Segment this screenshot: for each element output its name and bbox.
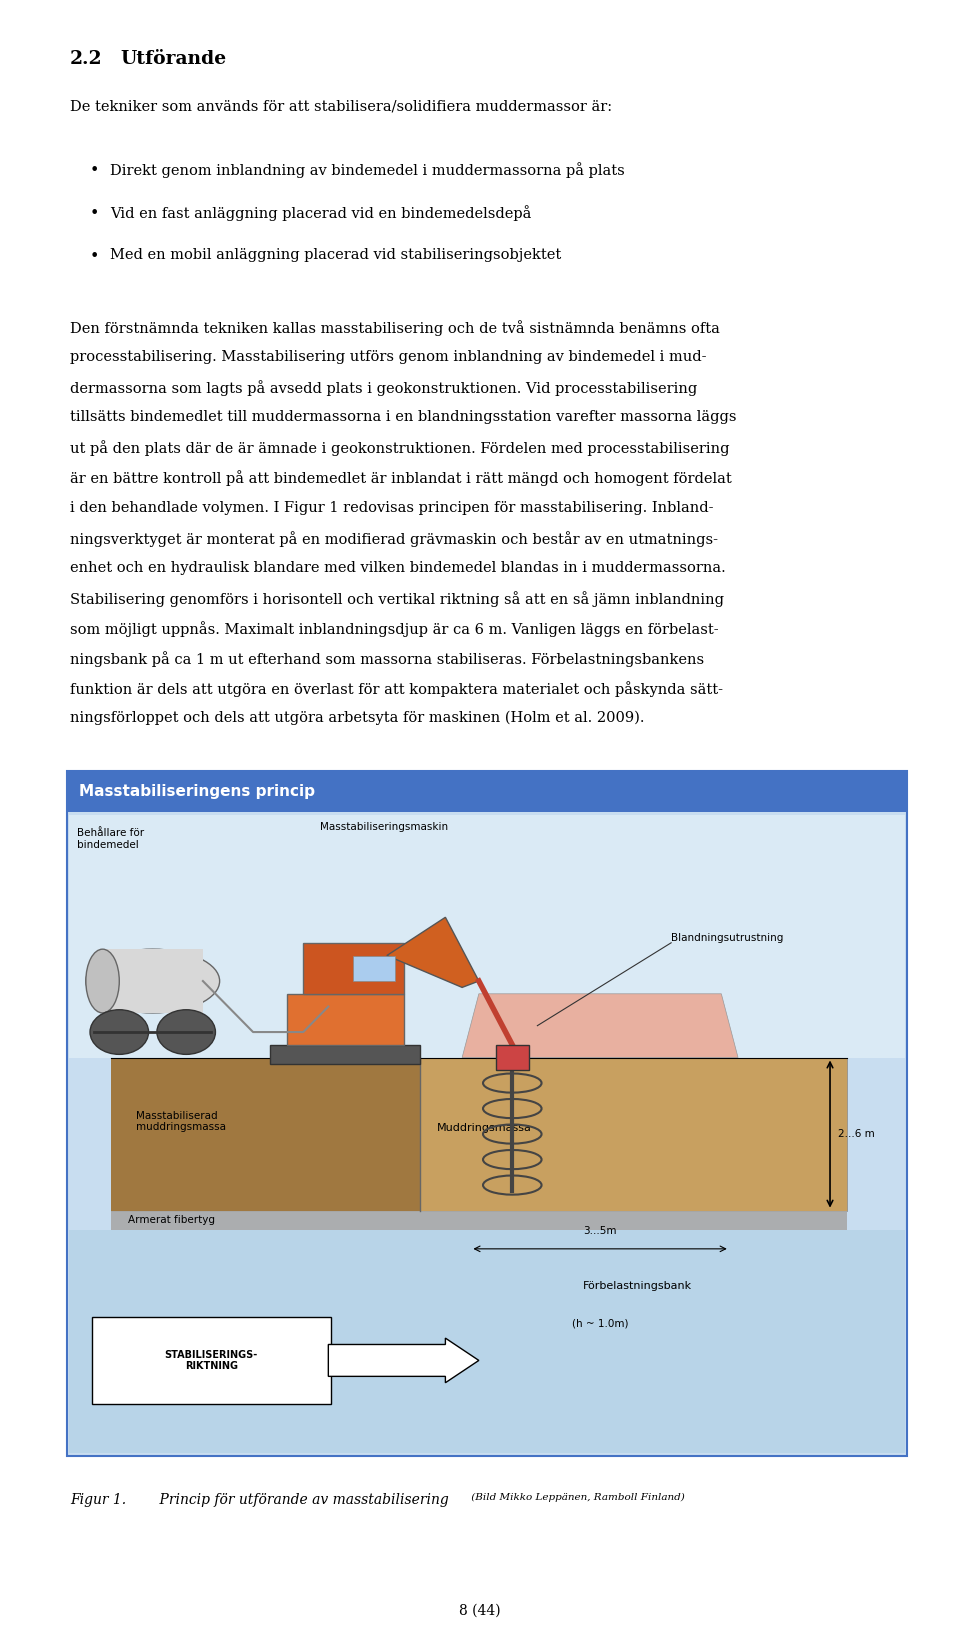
Ellipse shape	[85, 949, 220, 1014]
Polygon shape	[387, 918, 479, 987]
Text: STABILISERINGS-
RIKTNING: STABILISERINGS- RIKTNING	[165, 1349, 258, 1372]
Text: ningsverktyget är monterat på en modifierad grävmaskin och består av en utmatnin: ningsverktyget är monterat på en modifie…	[70, 530, 718, 546]
Text: Behållare för
bindemedel: Behållare för bindemedel	[78, 829, 145, 850]
Text: (Bild Mikko Leppänen, Ramboll Finland): (Bild Mikko Leppänen, Ramboll Finland)	[468, 1493, 685, 1502]
Text: Princip för utförande av masstabilisering: Princip för utförande av masstabiliserin…	[142, 1493, 449, 1506]
Text: Direkt genom inblandning av bindemedel i muddermassorna på plats: Direkt genom inblandning av bindemedel i…	[110, 162, 625, 178]
Text: •: •	[89, 162, 99, 178]
Text: Armerat fibertyg: Armerat fibertyg	[128, 1215, 215, 1225]
Bar	[495, 1045, 529, 1070]
Text: 2...6 m: 2...6 m	[838, 1129, 876, 1139]
Text: Masstabiliserad
muddringsmassa: Masstabiliserad muddringsmassa	[136, 1111, 226, 1133]
Text: ut på den plats där de är ämnade i geokonstruktionen. Fördelen med processtabili: ut på den plats där de är ämnade i geoko…	[70, 441, 730, 456]
Text: Utförande: Utförande	[120, 50, 227, 68]
Text: Förbelastningsbank: Förbelastningsbank	[584, 1281, 692, 1291]
Text: (h ~ 1.0m): (h ~ 1.0m)	[572, 1319, 629, 1329]
Text: 3...5m: 3...5m	[584, 1227, 617, 1237]
Text: Muddringsmassa: Muddringsmassa	[437, 1123, 532, 1133]
Bar	[303, 943, 403, 994]
Polygon shape	[462, 994, 738, 1058]
Circle shape	[90, 1010, 149, 1055]
Text: ningsförloppet och dels att utgöra arbetsyta för maskinen (Holm et al. 2009).: ningsförloppet och dels att utgöra arbet…	[70, 712, 644, 725]
Text: 8 (44): 8 (44)	[459, 1605, 501, 1618]
Text: Stabilisering genomförs i horisontell och vertikal riktning så att en så jämn in: Stabilisering genomförs i horisontell oc…	[70, 591, 724, 606]
Text: som möjligt uppnås. Maximalt inblandningsdjup är ca 6 m. Vanligen läggs en förbe: som möjligt uppnås. Maximalt inblandning…	[70, 621, 719, 637]
Text: 2.2: 2.2	[70, 50, 103, 68]
Bar	[67, 771, 907, 1456]
Text: Den förstnämnda tekniken kallas masstabilisering och de två sistnämnda benämns o: Den förstnämnda tekniken kallas masstabi…	[70, 320, 720, 337]
Text: enhet och en hydraulisk blandare med vilken bindemedel blandas in i muddermassor: enhet och en hydraulisk blandare med vil…	[70, 561, 726, 575]
Bar	[69, 816, 905, 1058]
Circle shape	[156, 1010, 215, 1055]
Bar	[353, 956, 396, 981]
Text: Med en mobil anläggning placerad vid stabiliseringsobjektet: Med en mobil anläggning placerad vid sta…	[110, 248, 562, 261]
FancyArrow shape	[328, 1337, 479, 1384]
Text: Masstabiliseringsmaskin: Masstabiliseringsmaskin	[320, 822, 448, 832]
Bar	[111, 1058, 847, 1210]
Text: ningsbank på ca 1 m ut efterhand som massorna stabiliseras. Förbelastningsbanken: ningsbank på ca 1 m ut efterhand som mas…	[70, 650, 705, 667]
Bar	[69, 1230, 905, 1453]
Bar	[111, 1210, 847, 1230]
Text: dermassorna som lagts på avsedd plats i geokonstruktionen. Vid processtabiliseri: dermassorna som lagts på avsedd plats i …	[70, 380, 697, 396]
Bar	[270, 1045, 420, 1063]
Text: Figur 1.: Figur 1.	[70, 1493, 126, 1506]
Text: •: •	[89, 248, 99, 264]
Text: processtabilisering. Masstabilisering utförs genom inblandning av bindemedel i m: processtabilisering. Masstabilisering ut…	[70, 350, 707, 365]
Bar	[286, 994, 403, 1045]
Text: Blandningsutrustning: Blandningsutrustning	[671, 933, 783, 943]
Bar	[111, 1058, 420, 1210]
Text: Masstabiliseringens princip: Masstabiliseringens princip	[79, 784, 315, 799]
Text: i den behandlade volymen. I Figur 1 redovisas principen för masstabilisering. In: i den behandlade volymen. I Figur 1 redo…	[70, 500, 713, 515]
Text: är en bättre kontroll på att bindemedlet är inblandat i rätt mängd och homogent : är en bättre kontroll på att bindemedlet…	[70, 471, 732, 487]
Text: De tekniker som används för att stabilisera/solidifiera muddermassor är:: De tekniker som används för att stabilis…	[70, 99, 612, 112]
Text: Vid en fast anläggning placerad vid en bindemedelsdepå: Vid en fast anläggning placerad vid en b…	[110, 205, 532, 221]
Ellipse shape	[85, 949, 119, 1014]
Text: tillsätts bindemedlet till muddermassorna i en blandningsstation varefter massor: tillsätts bindemedlet till muddermassorn…	[70, 411, 736, 424]
Bar	[103, 949, 203, 1014]
Bar	[67, 771, 907, 812]
Text: funktion är dels att utgöra en överlast för att kompaktera materialet och påskyn: funktion är dels att utgöra en överlast …	[70, 680, 723, 697]
Text: •: •	[89, 205, 99, 221]
FancyBboxPatch shape	[92, 1317, 331, 1403]
